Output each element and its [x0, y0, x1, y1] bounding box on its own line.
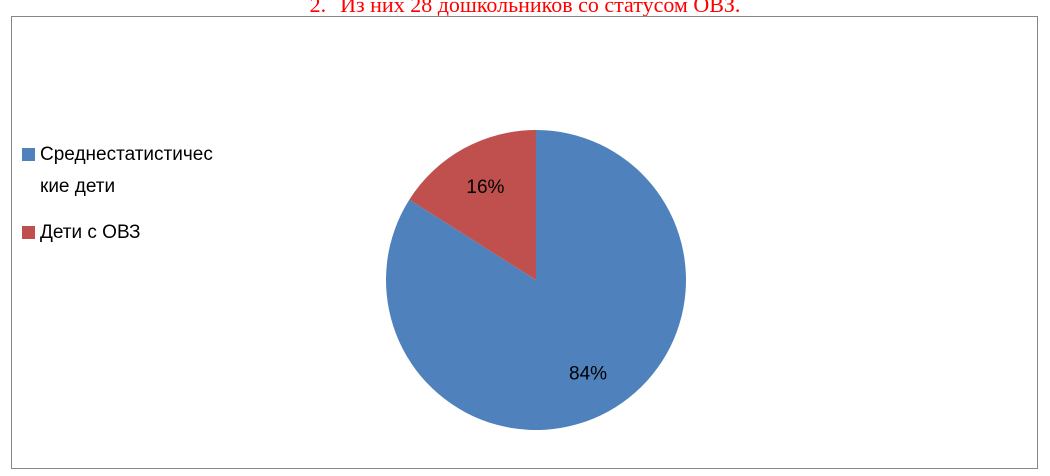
heading-text: Из них 28 дошкольников со статусом ОВЗ.	[340, 0, 741, 17]
legend-label-line: кие дети	[40, 176, 116, 197]
legend-item-children-ovz: Дети с ОВЗ	[22, 217, 282, 249]
page-heading: 2. Из них 28 дошкольников со статусом ОВЗ…	[0, 0, 1050, 19]
legend-swatch-children-ovz	[22, 226, 35, 239]
heading-number: 2.	[309, 0, 327, 17]
pie-slice-children-ovz	[409, 130, 536, 280]
legend-label-children-ovz: Дети с ОВЗ	[40, 222, 141, 243]
chart-area: Среднестатистичес кие дети Дети с ОВЗ 84%…	[11, 16, 1038, 469]
pie-label-children-ovz: 16%	[466, 177, 504, 198]
pie-label-average-children: 84%	[569, 364, 607, 385]
legend-label-average-children: Среднестатистичес кие дети	[40, 144, 213, 197]
legend-item-average-children: Среднестатистичес кие дети	[22, 139, 282, 203]
chart-legend: Среднестатистичес кие дети Дети с ОВЗ	[22, 139, 282, 249]
legend-swatch-average-children	[22, 148, 35, 161]
legend-label-line: Среднестатистичес	[40, 144, 213, 165]
pie-chart: 84% 16%	[385, 130, 687, 430]
